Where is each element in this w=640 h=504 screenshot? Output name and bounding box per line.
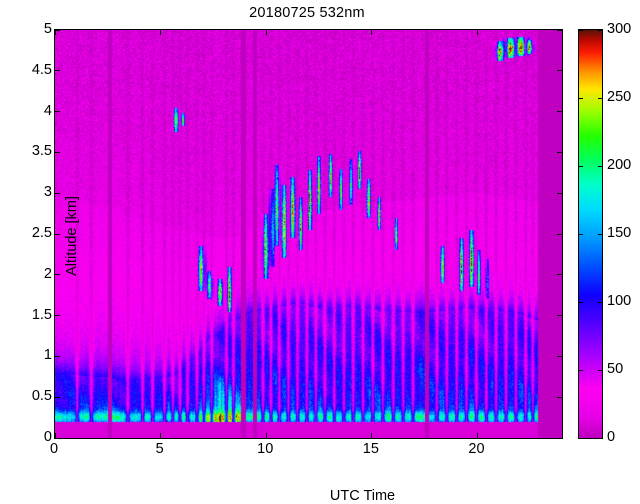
y-axis-tick: [557, 233, 562, 235]
y-axis-tick: [557, 315, 562, 317]
y-axis-tick-label: 3: [43, 184, 52, 201]
colorbar-tick: [579, 165, 583, 167]
colorbar[interactable]: [578, 29, 603, 439]
colorbar-tick-label: 100: [607, 293, 632, 309]
colorbar-tick: [579, 97, 583, 99]
y-axis-tick-label: 5: [43, 21, 52, 37]
x-axis-tick-label: 15: [362, 441, 379, 457]
x-axis-tick-label: 10: [257, 441, 274, 457]
colorbar-tick: [598, 233, 602, 235]
colorbar-tick-label: 250: [607, 89, 632, 105]
y-axis-tick: [557, 355, 562, 357]
y-axis-tick: [557, 151, 562, 153]
y-axis-tick: [55, 274, 60, 276]
colorbar-tick: [579, 233, 583, 235]
colorbar-tick-label: 0: [607, 429, 616, 445]
x-axis-tick: [371, 433, 373, 438]
x-axis-tick-label: 0: [49, 441, 59, 457]
x-axis-label: UTC Time: [329, 488, 396, 504]
y-axis-tick: [55, 111, 60, 113]
colorbar-tick: [598, 97, 602, 99]
figure-title: 20180725 532nm: [249, 5, 365, 21]
y-axis-tick-label: 3.5: [31, 143, 52, 160]
colorbar-tick: [579, 369, 583, 371]
colorbar-tick: [579, 301, 583, 303]
x-axis-tick: [160, 30, 162, 35]
y-axis-tick-label: 0: [43, 429, 52, 445]
y-axis-tick-label: 4: [43, 102, 52, 119]
y-axis-tick: [557, 29, 562, 31]
y-axis-label: Altitude [km]: [64, 196, 80, 276]
colorbar-tick-label: 300: [607, 21, 632, 37]
colorbar-tick: [598, 165, 602, 167]
colorbar-tick-label: 50: [607, 361, 624, 377]
colorbar-tick: [598, 301, 602, 303]
x-axis-tick: [54, 30, 56, 35]
y-axis-tick: [55, 437, 60, 439]
lidar-heatmap-canvas[interactable]: [55, 30, 562, 438]
x-axis-tick: [54, 433, 56, 438]
colorbar-tick-label: 200: [607, 157, 632, 173]
y-axis-tick: [55, 396, 60, 398]
y-axis-tick-label: 0.5: [31, 388, 52, 405]
x-axis-tick: [371, 30, 373, 35]
y-axis-tick: [557, 437, 562, 439]
y-axis-tick: [55, 29, 60, 31]
y-axis-tick: [557, 274, 562, 276]
y-axis-tick-label: 4.5: [31, 61, 52, 78]
x-axis-tick: [265, 433, 267, 438]
y-axis-tick: [55, 233, 60, 235]
x-axis-tick-label: 20: [468, 441, 485, 457]
x-axis-tick: [160, 433, 162, 438]
colorbar-tick: [579, 29, 583, 31]
y-axis-tick: [557, 192, 562, 194]
x-axis-tick: [477, 30, 478, 35]
y-axis-tick-label: 1.5: [31, 306, 52, 323]
y-axis-tick: [557, 396, 562, 398]
x-axis-tick-label: 5: [155, 441, 164, 457]
y-axis-tick: [55, 151, 60, 153]
y-axis-tick-label: 1: [43, 347, 52, 364]
x-axis-tick: [477, 433, 478, 438]
y-axis-tick: [55, 355, 60, 357]
colorbar-gradient: [579, 30, 602, 438]
y-axis-tick: [557, 111, 562, 113]
colorbar-tick: [579, 437, 583, 439]
y-axis-tick-label: 2.5: [31, 225, 52, 241]
y-axis-tick: [55, 70, 60, 72]
y-axis-tick: [557, 70, 562, 72]
y-axis-tick: [55, 315, 60, 317]
colorbar-tick: [598, 369, 602, 371]
x-axis-tick: [265, 30, 267, 35]
colorbar-tick-label: 150: [607, 225, 632, 241]
y-axis-tick: [55, 192, 60, 194]
y-axis-tick-label: 2: [43, 265, 52, 282]
plot-axes[interactable]: Altitude [km] UTC Time: [54, 29, 563, 504]
colorbar-tick: [598, 29, 602, 31]
colorbar-tick: [598, 437, 602, 439]
